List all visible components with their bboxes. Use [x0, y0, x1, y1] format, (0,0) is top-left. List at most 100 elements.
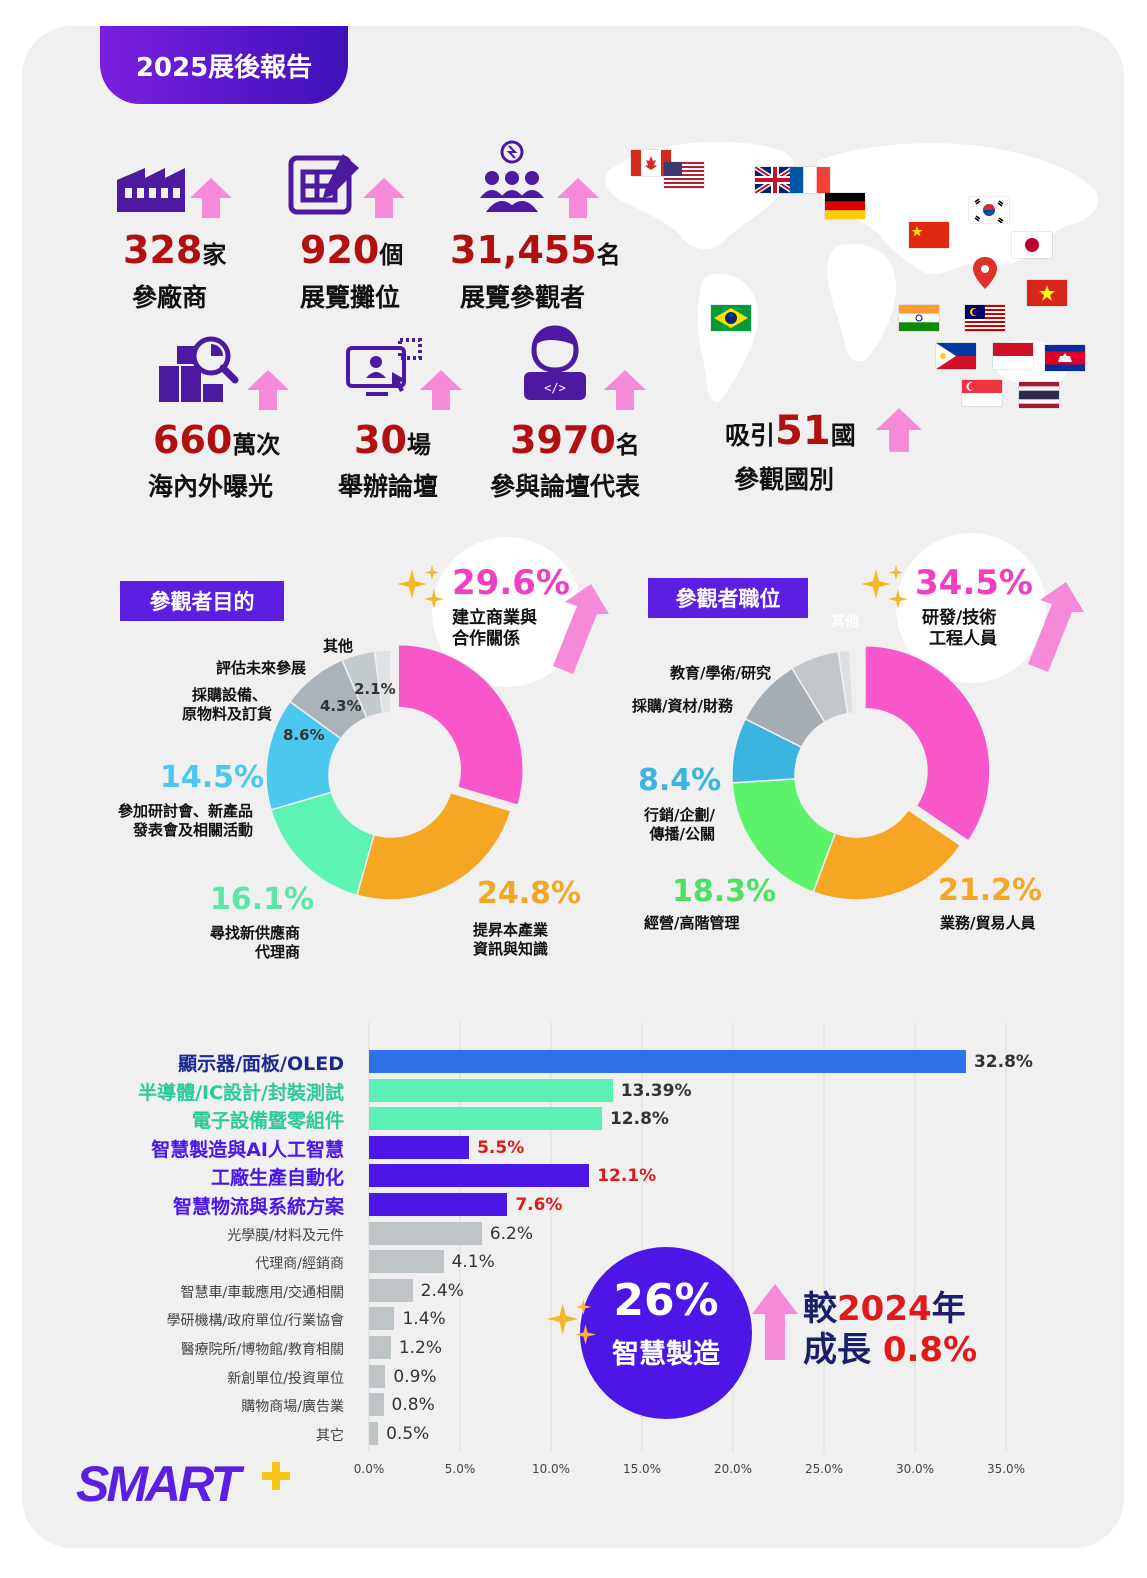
- bar-category-label: 光學膜/材料及元件: [227, 1227, 344, 1244]
- donut-slice: [849, 649, 858, 714]
- position-highlight-value: 34.5%: [915, 563, 1033, 603]
- x-tick-label: 15.0%: [622, 1462, 662, 1476]
- bar-category-label: 智慧物流與系統方案: [172, 1196, 344, 1218]
- bar: [369, 1193, 508, 1216]
- up-arrow-icon: [752, 1284, 798, 1360]
- purpose-donut-chart: [265, 643, 524, 901]
- bar-category-label: 電子設備暨零組件: [191, 1110, 344, 1133]
- slice-value: 24.8%: [477, 876, 582, 911]
- bar-value-label: 13.39%: [620, 1080, 692, 1101]
- slice-label-procurement: 採購設備、 原物料及訂貨: [182, 686, 273, 723]
- bar-category-label: 代理商/經銷商: [255, 1256, 344, 1273]
- slice-label-industry-info: 提昇本產業 資訊與知識: [473, 921, 549, 958]
- up-arrow-icon: [363, 178, 405, 218]
- purpose-highlight-label-2: 合作關係: [452, 629, 520, 649]
- x-tick-label: 10.0%: [531, 1462, 571, 1476]
- slice-label-supplier: 尋找新供應商 代理商: [209, 924, 300, 961]
- bar-value-label: 2.4%: [420, 1280, 464, 1301]
- bar-value-label: 0.5%: [386, 1423, 430, 1444]
- bar-value-label: 1.4%: [402, 1309, 446, 1330]
- bar-value-label: 0.8%: [391, 1395, 435, 1416]
- stat-value: 328家: [123, 228, 227, 272]
- boxes-search-icon: [159, 336, 239, 402]
- position-highlight-label-1: 研發/技術: [922, 608, 997, 628]
- flag-japan-icon: [1012, 232, 1052, 258]
- flag-thailand-icon: [1019, 382, 1059, 408]
- up-arrow-icon: [1028, 582, 1084, 672]
- location-pin-icon: [973, 257, 997, 289]
- slice-value: 16.1%: [210, 882, 315, 917]
- plus-logo-icon: [262, 1462, 290, 1490]
- stat-value: 660萬次: [153, 418, 281, 462]
- bar: [369, 1364, 386, 1388]
- stat-label: 參與論壇代表: [490, 472, 641, 501]
- x-tick-label: 35.0%: [986, 1462, 1026, 1476]
- flag-france-icon: [790, 167, 830, 193]
- bar-category-label: 半導體/IC設計/封裝測試: [138, 1081, 344, 1104]
- position-highlight-label-2: 工程人員: [929, 629, 997, 649]
- bar-category-label: 智慧製造與AI人工智慧: [151, 1138, 344, 1161]
- people-idea-icon: [480, 140, 544, 212]
- bar-category-label: 智慧車/車載應用/交通相關: [180, 1284, 344, 1301]
- flag-china-icon: [909, 222, 949, 248]
- sparkle-icon: [547, 1299, 596, 1345]
- smart-logo: SMART: [76, 1456, 241, 1512]
- online-meeting-icon: [346, 338, 422, 396]
- flag-germany-icon: [825, 193, 865, 219]
- report-title: 2025展後報告: [100, 26, 348, 104]
- slice-label-education: 教育/學術/研究: [670, 664, 771, 682]
- bar-value-label: 1.2%: [398, 1338, 443, 1358]
- sparkle-icon: [861, 565, 908, 609]
- bar-category-label: 醫療院所/博物館/教育相關: [180, 1342, 344, 1358]
- position-tag: 參觀者職位: [648, 578, 808, 618]
- x-tick-label: 5.0%: [444, 1462, 476, 1476]
- factory-icon: [117, 168, 185, 212]
- bar-category-label: 新創單位/投資單位: [227, 1370, 344, 1387]
- blueprint-icon: [288, 154, 359, 215]
- slice-label-future-exhibit: 評估未來參展: [216, 659, 307, 677]
- flag-indonesia-icon: [993, 343, 1033, 369]
- donut-slice: [731, 778, 837, 894]
- flag-uk-icon: [755, 167, 795, 193]
- badge-label: 智慧製造: [612, 1339, 720, 1370]
- smart-manufacturing-badge: [580, 1247, 752, 1419]
- stat-label: 海內外曝光: [148, 472, 274, 501]
- flag-usa-icon: [664, 162, 704, 188]
- bar: [369, 1421, 379, 1445]
- flag-brazil-icon: [711, 305, 751, 331]
- bar: [369, 1107, 602, 1131]
- slice-label-other: 其他: [831, 614, 859, 630]
- position-highlight-bubble: [896, 533, 1046, 683]
- slice-value: 21.2%: [938, 873, 1043, 908]
- developer-icon: </>: [524, 325, 586, 400]
- slice-label-purchasing: 採購/資材/財務: [632, 697, 733, 715]
- bar-category-label: 學研機構/政府單位/行業協會: [166, 1313, 344, 1330]
- growth-line-1: 較2024年: [803, 1289, 966, 1329]
- purpose-tag: 參觀者目的: [120, 581, 284, 621]
- countries-value: 吸引51國: [725, 408, 856, 454]
- donut-slice: [355, 791, 512, 901]
- bar-category-label: 其它: [316, 1427, 344, 1444]
- x-tick-label: 30.0%: [895, 1462, 935, 1476]
- up-arrow-icon: [604, 370, 646, 410]
- bar: [369, 1164, 590, 1188]
- slice-value: 8.6%: [283, 726, 325, 744]
- slice-label-sales: 業務/貿易人員: [940, 914, 1036, 932]
- bar: [369, 1278, 413, 1302]
- growth-line-2: 成長 0.8%: [803, 1330, 978, 1370]
- x-tick-label: 25.0%: [804, 1462, 844, 1476]
- donut-slice: [864, 645, 991, 843]
- up-arrow-icon: [247, 370, 289, 410]
- donut-slice: [373, 649, 392, 715]
- position-donut-chart: [731, 645, 991, 901]
- stat-label: 參廠商: [132, 283, 208, 312]
- bar: [369, 1135, 470, 1159]
- flag-vietnam-icon: [1027, 280, 1067, 306]
- bar: [369, 1050, 966, 1073]
- bar-value-label: 0.9%: [393, 1366, 437, 1387]
- slice-label-management: 經營/高階管理: [644, 914, 740, 932]
- bar-value-label: 32.8%: [973, 1052, 1033, 1072]
- flag-singapore-icon: [962, 380, 1002, 406]
- flag-malaysia-icon: [965, 305, 1005, 331]
- stat-label: 展覽攤位: [300, 283, 401, 312]
